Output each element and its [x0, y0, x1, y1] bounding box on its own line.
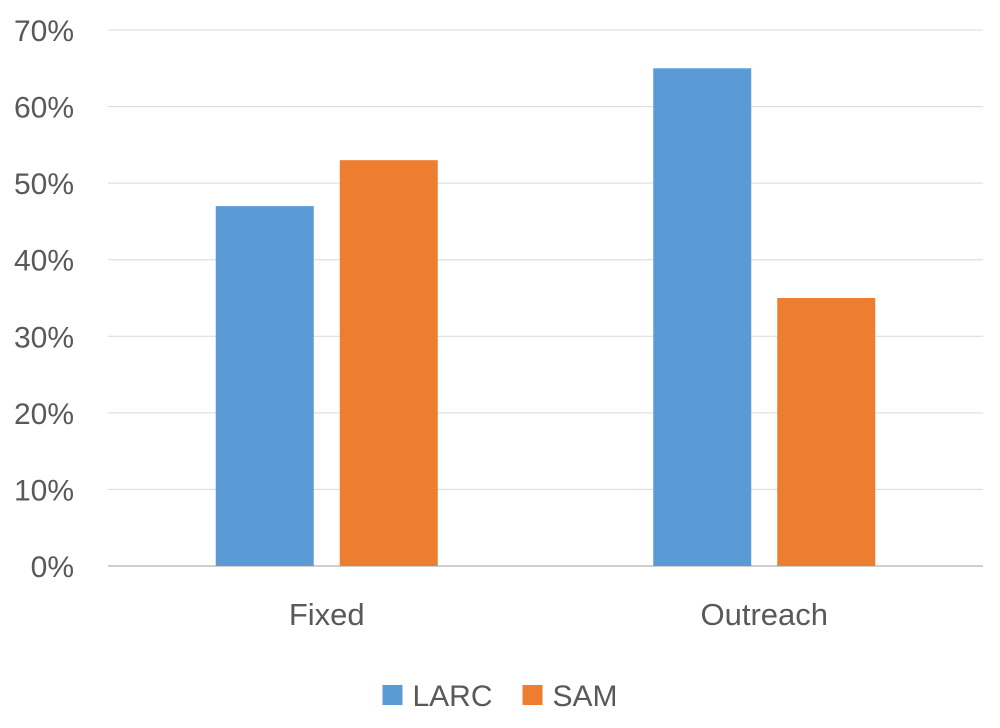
y-axis: 0% 10% 20% 30% 40% 50% 60% 70% [14, 15, 74, 584]
y-tick-label: 0% [31, 551, 74, 584]
bar-larc-outreach [653, 68, 752, 567]
y-tick-label: 60% [14, 92, 74, 125]
legend-label: SAM [553, 680, 618, 713]
legend-label: LARC [412, 680, 492, 713]
bar-sam-fixed [339, 160, 438, 566]
y-tick-label: 50% [14, 168, 74, 201]
x-category-label: Fixed [289, 597, 365, 632]
y-tick-label: 10% [14, 474, 74, 507]
legend-swatch-larc [382, 685, 403, 705]
bar-larc-fixed [215, 206, 314, 566]
y-tick-label: 70% [14, 15, 74, 48]
legend: LARC SAM [382, 680, 618, 713]
y-tick-label: 30% [14, 321, 74, 354]
y-tick-label: 40% [14, 245, 74, 278]
y-tick-label: 20% [14, 398, 74, 431]
bar-sam-outreach [777, 298, 876, 566]
legend-swatch-sam [522, 685, 543, 705]
x-category-label: Outreach [700, 597, 828, 632]
bars [215, 68, 876, 567]
x-axis: Fixed Outreach [289, 597, 828, 632]
